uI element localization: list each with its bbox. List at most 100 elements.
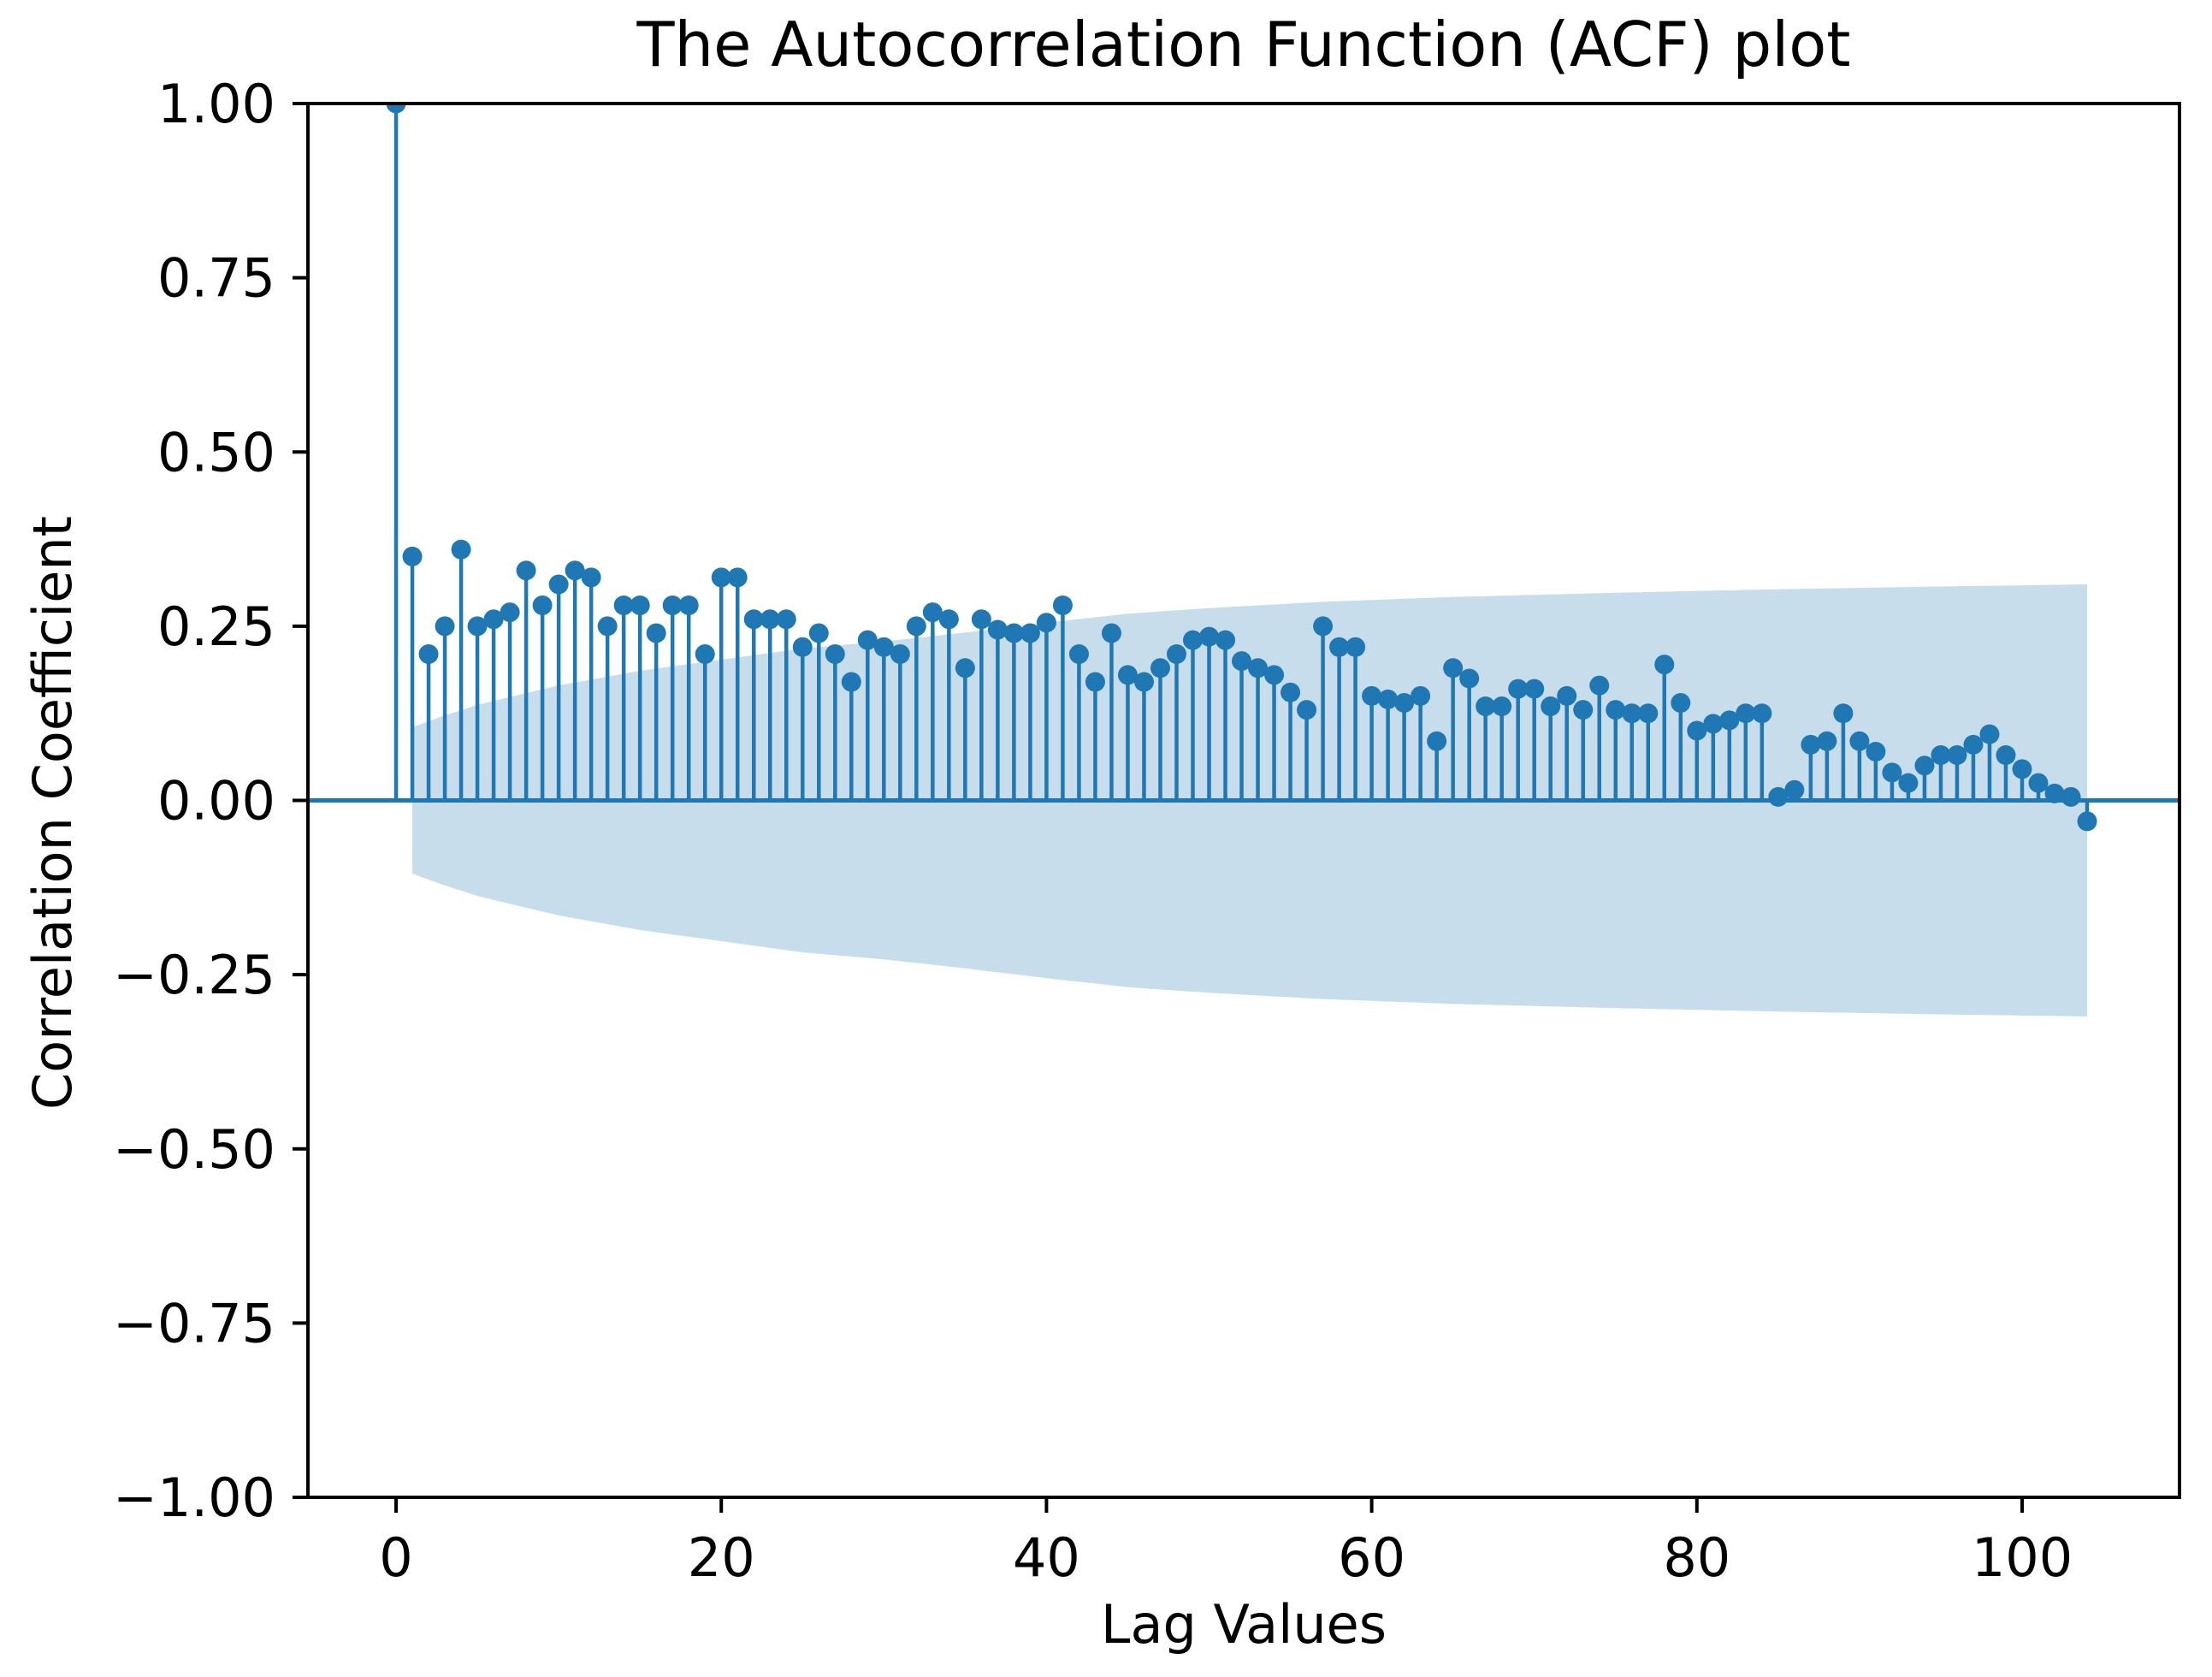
y-tick-label-0.00: 0.00	[157, 770, 275, 833]
marker-lag-47	[1150, 658, 1170, 679]
marker-lag-71	[1541, 696, 1561, 717]
marker-lag-98	[1979, 724, 2000, 744]
marker-lag-73	[1573, 700, 1594, 720]
marker-lag-18	[678, 595, 699, 615]
marker-lag-104	[2077, 811, 2097, 832]
marker-lag-25	[792, 637, 813, 657]
marker-lag-64	[1427, 731, 1447, 751]
marker-lag-77	[1638, 703, 1659, 724]
marker-lag-78	[1654, 655, 1675, 675]
marker-lag-63	[1411, 685, 1431, 706]
marker-lag-84	[1752, 703, 1772, 724]
marker-lag-29	[857, 630, 878, 650]
marker-lag-81	[1703, 714, 1724, 734]
marker-lag-31	[890, 643, 910, 664]
marker-lag-2	[418, 643, 439, 664]
marker-lag-15	[630, 595, 650, 615]
marker-lag-12	[581, 567, 601, 588]
marker-lag-52	[1232, 651, 1252, 672]
y-tick-label-1.00: 1.00	[157, 73, 275, 135]
marker-lag-41	[1052, 595, 1073, 615]
x-axis-ticks: 0 20 40 60 80 100	[379, 1497, 2073, 1589]
marker-lag-70	[1524, 679, 1545, 699]
marker-lag-79	[1671, 692, 1691, 713]
marker-lag-43	[1085, 672, 1105, 692]
marker-lag-62	[1394, 692, 1415, 713]
marker-lag-45	[1117, 665, 1138, 685]
y-tick-label-0.50: 0.50	[157, 421, 275, 483]
marker-lag-39	[1020, 623, 1040, 643]
x-tick-label-60: 60	[1338, 1526, 1405, 1589]
marker-lag-38	[1003, 623, 1024, 643]
marker-lag-95	[1931, 745, 1951, 766]
marker-lag-27	[825, 643, 845, 664]
marker-lag-91	[1866, 741, 1886, 761]
marker-lag-40	[1036, 613, 1056, 633]
marker-lag-99	[1996, 745, 2016, 766]
marker-lag-102	[2044, 783, 2065, 803]
marker-lag-0	[386, 104, 406, 114]
marker-lag-82	[1719, 710, 1740, 731]
y-axis-ticks: 1.00 0.75 0.50 0.25 0.00 −0.25 −0.50 −0.75 −1.00	[113, 73, 308, 1529]
marker-lag-50	[1199, 626, 1220, 647]
marker-lag-11	[565, 560, 585, 581]
chart-title: The Autocorrelation Function (ACF) plot	[636, 9, 1851, 80]
marker-lag-93	[1898, 773, 1919, 793]
marker-lag-60	[1362, 685, 1382, 706]
y-tick-label-0.25: 0.25	[157, 596, 275, 658]
marker-lag-20	[711, 567, 731, 588]
marker-lag-14	[613, 595, 634, 615]
marker-lag-55	[1280, 682, 1301, 702]
marker-lag-35	[955, 658, 975, 679]
marker-lag-103	[2061, 786, 2081, 807]
marker-lag-94	[1914, 756, 1935, 776]
marker-lag-87	[1801, 734, 1821, 755]
marker-lag-92	[1882, 762, 1902, 783]
marker-lag-83	[1736, 703, 1756, 724]
marker-lag-57	[1313, 616, 1334, 637]
marker-lag-96	[1947, 745, 1967, 766]
marker-lag-22	[743, 609, 764, 630]
marker-lag-32	[906, 616, 926, 637]
x-tick-label-40: 40	[1013, 1526, 1080, 1589]
marker-lag-101	[2028, 773, 2049, 793]
marker-lag-54	[1264, 665, 1285, 685]
marker-lag-75	[1606, 700, 1626, 720]
marker-lag-68	[1492, 696, 1512, 717]
y-tick-label-−1.00: −1.00	[113, 1467, 275, 1529]
marker-lag-51	[1215, 630, 1236, 650]
marker-lag-42	[1068, 643, 1089, 664]
y-axis-label: Correlation Coefficient	[21, 516, 84, 1110]
marker-lag-36	[971, 609, 991, 630]
x-tick-label-100: 100	[1972, 1526, 2073, 1589]
marker-lag-24	[776, 609, 796, 630]
marker-series	[386, 104, 2097, 832]
y-tick-label-0.75: 0.75	[157, 247, 275, 310]
marker-lag-7	[500, 602, 520, 623]
marker-lag-58	[1329, 637, 1350, 657]
marker-lag-49	[1183, 630, 1204, 650]
y-tick-label-−0.75: −0.75	[113, 1292, 275, 1354]
marker-lag-97	[1963, 734, 1984, 755]
marker-lag-76	[1622, 703, 1642, 724]
marker-lag-86	[1784, 779, 1805, 800]
marker-lag-10	[548, 574, 569, 595]
marker-lag-44	[1101, 623, 1121, 643]
marker-lag-90	[1849, 731, 1870, 751]
marker-lag-100	[2012, 759, 2032, 779]
marker-lag-9	[532, 595, 553, 615]
marker-lag-88	[1817, 731, 1837, 751]
marker-lag-34	[938, 609, 959, 630]
stem-series	[393, 104, 2090, 821]
marker-lag-61	[1378, 689, 1399, 709]
marker-lag-1	[402, 546, 423, 566]
marker-lag-21	[727, 567, 748, 588]
marker-lag-3	[435, 616, 455, 637]
marker-lag-66	[1459, 668, 1480, 689]
marker-lag-59	[1346, 637, 1366, 657]
marker-lag-19	[695, 643, 715, 664]
marker-lag-28	[841, 672, 861, 692]
marker-lag-6	[483, 609, 504, 630]
